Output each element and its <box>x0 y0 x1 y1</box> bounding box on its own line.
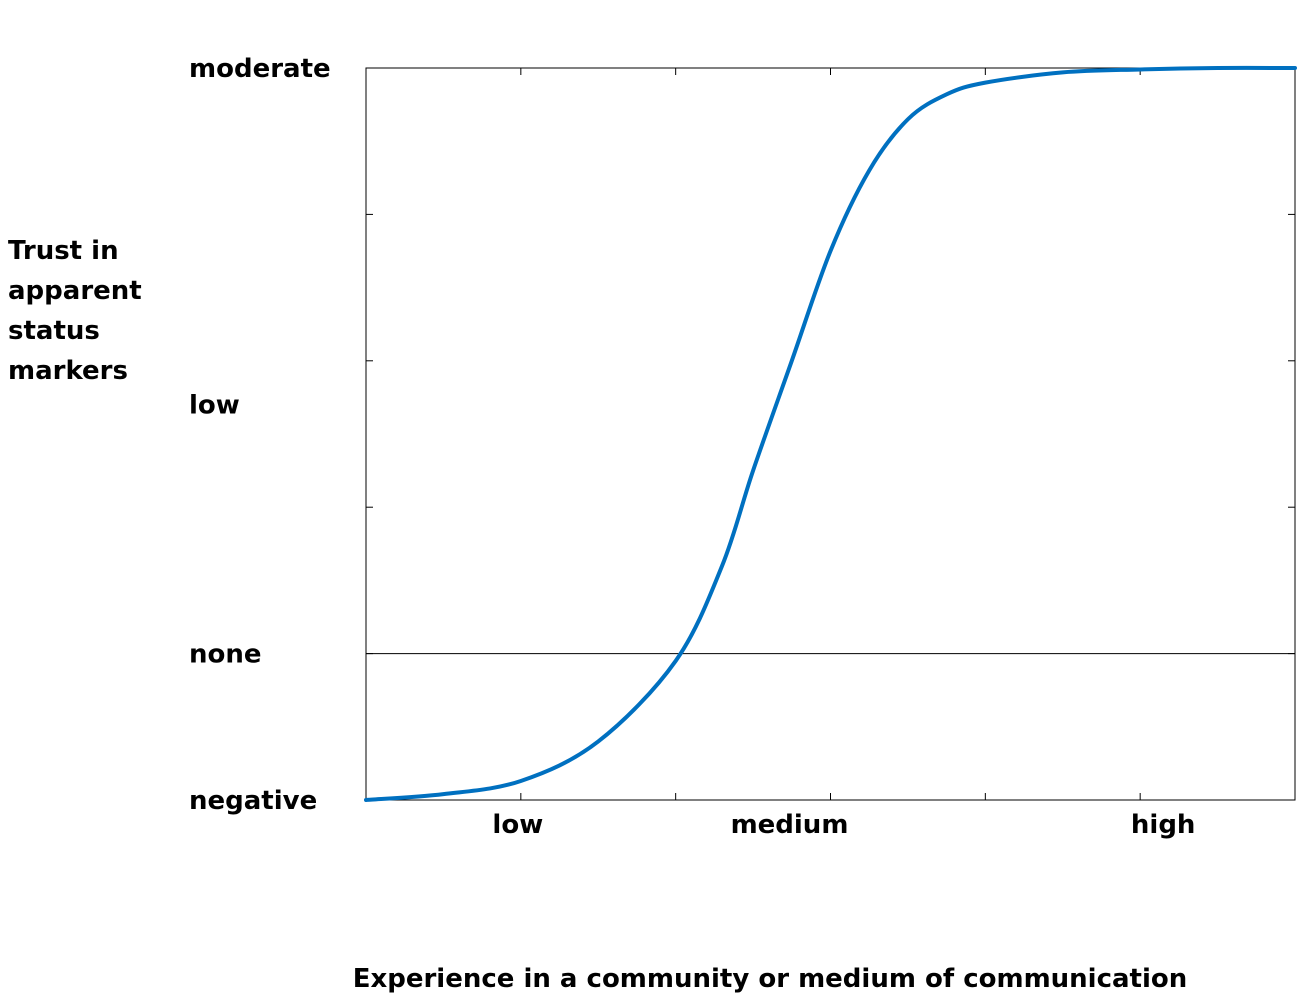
series-line <box>364 65 1297 802</box>
x-tick-label-medium: medium <box>731 810 849 840</box>
y-axis-label-line: Trust in <box>8 236 119 266</box>
y-axis-label-line: markers <box>8 356 128 386</box>
axis-ticks <box>366 68 1295 800</box>
y-axis-label-line: apparent <box>8 276 142 306</box>
y-axis-label-line: status <box>8 316 100 346</box>
x-tick-label-low: low <box>492 810 543 840</box>
plot-area <box>365 67 1296 801</box>
x-axis-tick-labels: low medium high <box>492 810 1195 840</box>
plot-frame <box>365 67 1296 801</box>
y-tick-label-moderate: moderate <box>189 54 331 84</box>
y-tick-label-negative: negative <box>189 786 317 816</box>
y-tick-label-low: low <box>189 391 240 421</box>
x-tick-label-high: high <box>1131 810 1196 840</box>
x-axis-label: Experience in a community or medium of c… <box>353 964 1188 994</box>
y-tick-label-none: none <box>189 640 262 670</box>
series-layer <box>364 65 1297 802</box>
y-axis-label: Trust in apparent status markers <box>8 236 142 386</box>
y-axis-tick-labels: negative none low moderate <box>189 54 331 816</box>
